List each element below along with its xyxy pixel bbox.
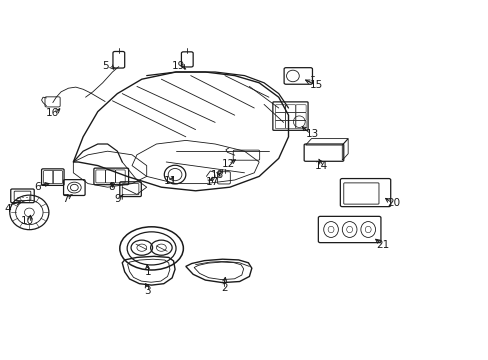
- Text: 15: 15: [309, 80, 323, 90]
- Text: 8: 8: [108, 182, 115, 192]
- Text: 20: 20: [386, 198, 399, 208]
- Text: 18: 18: [210, 170, 224, 180]
- Text: 17: 17: [205, 177, 219, 187]
- Text: 6: 6: [34, 182, 41, 192]
- Text: 4: 4: [4, 204, 11, 214]
- Text: 2: 2: [221, 283, 228, 293]
- Text: 14: 14: [314, 161, 328, 171]
- Text: 11: 11: [163, 176, 177, 186]
- Text: 21: 21: [375, 240, 388, 250]
- Text: 10: 10: [20, 216, 33, 226]
- Text: 9: 9: [114, 194, 121, 204]
- Text: 16: 16: [46, 108, 60, 118]
- Text: 7: 7: [61, 194, 68, 204]
- Text: 3: 3: [144, 285, 151, 296]
- Text: 5: 5: [102, 60, 108, 71]
- Text: 19: 19: [171, 60, 185, 71]
- Text: 1: 1: [144, 267, 151, 277]
- Text: 12: 12: [222, 159, 235, 169]
- Text: 13: 13: [305, 129, 318, 139]
